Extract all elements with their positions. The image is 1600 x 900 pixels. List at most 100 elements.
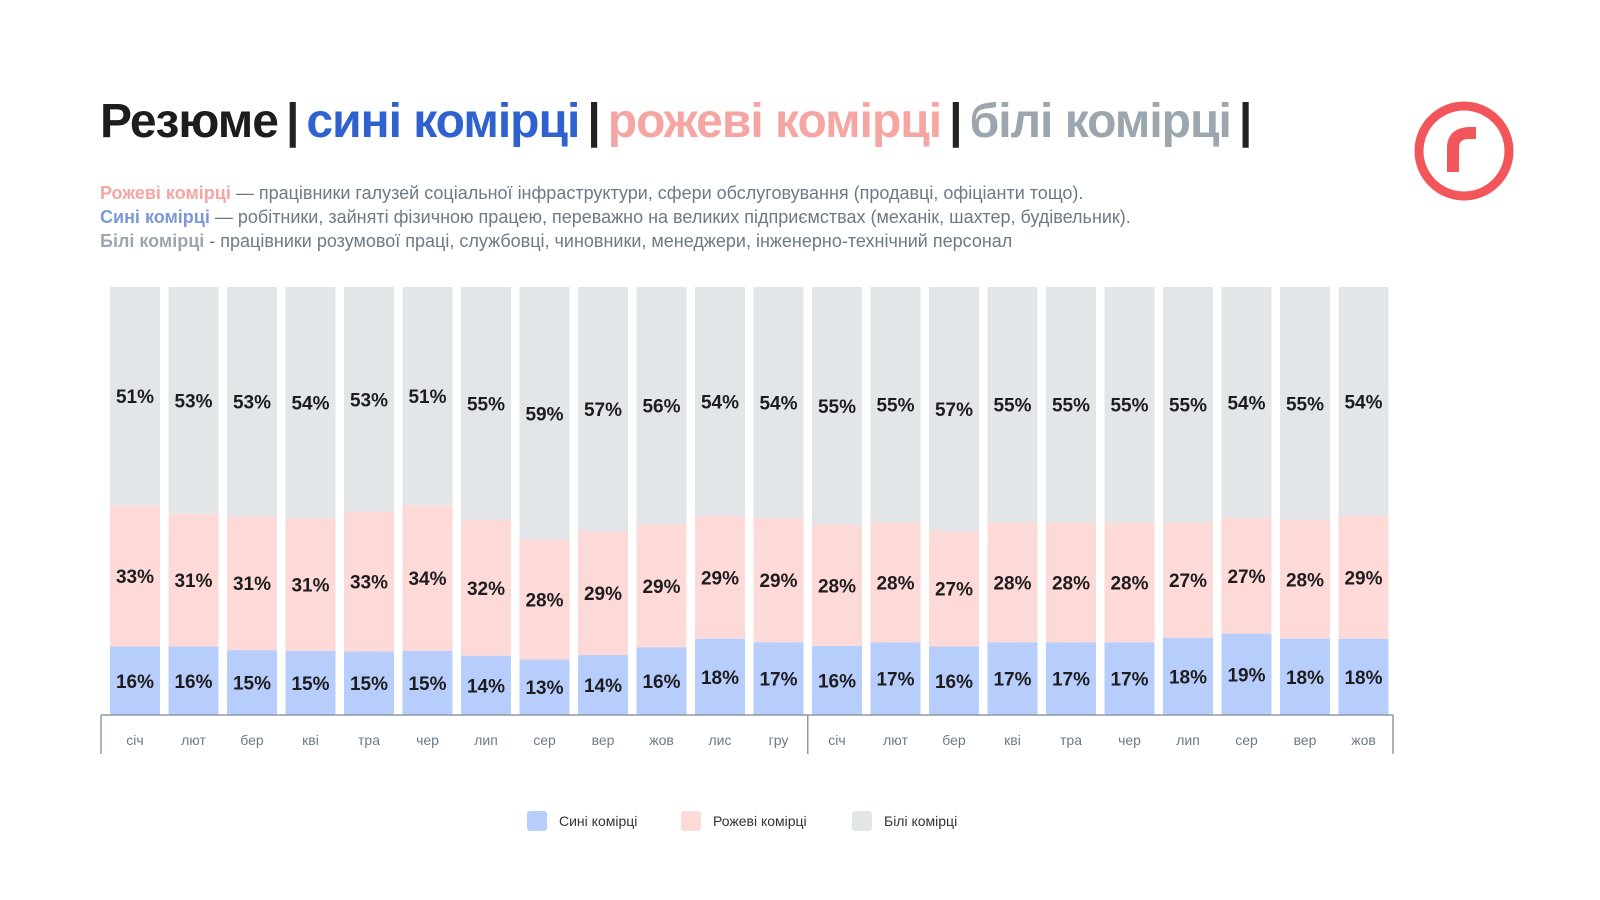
x-tick-label: вер bbox=[1294, 732, 1317, 748]
bar-segment-pink bbox=[168, 513, 219, 647]
bar-segment-pink bbox=[285, 518, 336, 651]
bar-label-pink: 32% bbox=[467, 579, 505, 600]
bar-label-blue: 17% bbox=[1052, 670, 1090, 691]
bar-label-blue: 15% bbox=[233, 674, 271, 695]
bar-label-white: 55% bbox=[1169, 396, 1207, 417]
bar-segment-pink bbox=[1221, 518, 1272, 634]
x-tick-label: кві bbox=[1004, 732, 1021, 748]
bar-label-white: 55% bbox=[818, 397, 856, 418]
x-tick-label: вер bbox=[592, 732, 615, 748]
bar-segment-blue bbox=[987, 642, 1038, 715]
bar-segment-blue bbox=[695, 638, 745, 715]
bar-label-blue: 18% bbox=[1286, 668, 1324, 689]
bar-label-white: 53% bbox=[233, 393, 271, 414]
legend: Сині комірці Рожеві комірці Білі комірці bbox=[0, 811, 1600, 833]
bar-segment-white bbox=[1046, 287, 1096, 523]
bar-label-white: 55% bbox=[876, 396, 914, 417]
bar-segment-white bbox=[870, 287, 921, 523]
bar-label-pink: 29% bbox=[642, 577, 680, 598]
bar-label-pink: 28% bbox=[1286, 570, 1324, 591]
bar-label-blue: 15% bbox=[350, 674, 388, 695]
bar-segment-white bbox=[987, 287, 1038, 523]
title-separator: | bbox=[1238, 95, 1252, 148]
bar-segment-white bbox=[227, 287, 277, 517]
bar-segment-white bbox=[168, 287, 219, 514]
title-blue-collars: сині комірці bbox=[306, 95, 580, 148]
bar-label-blue: 13% bbox=[525, 678, 563, 699]
bar-label-blue: 16% bbox=[818, 671, 856, 692]
bar-label-white: 51% bbox=[408, 387, 446, 408]
bar-segment-blue bbox=[1163, 637, 1213, 715]
bar-label-pink: 28% bbox=[876, 573, 914, 594]
bar-segment-pink bbox=[636, 524, 687, 648]
bar-segment-blue bbox=[110, 646, 160, 715]
x-tick-label: лют bbox=[883, 732, 908, 748]
bar-segment-white bbox=[636, 287, 687, 525]
bar-segment-blue bbox=[1221, 633, 1272, 715]
definition-white-key: Білі комірці bbox=[100, 231, 205, 251]
x-tick-label: гру bbox=[769, 732, 789, 748]
x-tick-label: тра bbox=[1060, 732, 1082, 748]
bar-label-blue: 16% bbox=[642, 672, 680, 693]
bar-label-pink: 33% bbox=[116, 567, 154, 588]
bar-label-blue: 17% bbox=[1110, 670, 1148, 691]
r-logo-icon bbox=[1414, 101, 1514, 201]
bar-segment-blue bbox=[402, 650, 453, 715]
bar-segment-pink bbox=[695, 515, 745, 639]
bar-label-white: 53% bbox=[350, 390, 388, 411]
bar-segment-blue bbox=[578, 655, 628, 715]
bar-label-white: 54% bbox=[701, 392, 739, 413]
x-tick-label: січ bbox=[126, 732, 143, 748]
x-tick-label: жов bbox=[649, 732, 674, 748]
bar-label-blue: 14% bbox=[467, 676, 505, 697]
bar-segment-white bbox=[110, 287, 160, 506]
bar-label-white: 59% bbox=[525, 404, 563, 425]
bar-segment-blue bbox=[168, 646, 219, 715]
bar-segment-white bbox=[1338, 287, 1389, 516]
bar-segment-pink bbox=[402, 505, 453, 651]
bar-label-white: 54% bbox=[1344, 392, 1382, 413]
bar-label-blue: 16% bbox=[935, 672, 973, 693]
x-tick-label: січ bbox=[828, 732, 845, 748]
bar-label-white: 56% bbox=[642, 397, 680, 418]
legend-label-blue: Сині комірці bbox=[559, 813, 638, 829]
bar-segment-blue bbox=[344, 651, 394, 715]
bar-segment-blue bbox=[636, 647, 687, 715]
bar-segment-white bbox=[402, 287, 453, 506]
bar-segment-pink bbox=[1046, 522, 1096, 643]
bar-label-white: 51% bbox=[116, 387, 154, 408]
bar-label-pink: 28% bbox=[1110, 573, 1148, 594]
x-tick-label: жов bbox=[1351, 732, 1376, 748]
bar-label-white: 54% bbox=[291, 394, 329, 415]
bar-label-pink: 34% bbox=[408, 569, 446, 590]
x-tick-label: бер bbox=[942, 732, 966, 748]
definition-blue: Сині комірці — робітники, зайняті фізичн… bbox=[100, 205, 1131, 229]
bar-label-pink: 27% bbox=[935, 580, 973, 601]
bar-segment-blue bbox=[519, 659, 570, 715]
bar-label-blue: 17% bbox=[993, 670, 1031, 691]
bar-segment-white bbox=[519, 287, 570, 540]
x-tick-label: чер bbox=[1118, 732, 1141, 748]
bar-segment-white bbox=[695, 287, 745, 516]
x-tick-label: лип bbox=[474, 732, 498, 748]
bar-label-pink: 27% bbox=[1227, 567, 1265, 588]
stacked-bar-chart: 16% 33% 51% січ 16% 31% 53% лют 15% 31% 53% бер 15% 3… bbox=[100, 287, 1394, 754]
bar-segment-white bbox=[929, 287, 979, 531]
legend-swatch-white bbox=[852, 811, 872, 831]
bar-label-white: 53% bbox=[174, 391, 212, 412]
bar-segment-blue bbox=[285, 650, 336, 715]
bar-label-white: 54% bbox=[1227, 394, 1265, 415]
bar-segment-blue bbox=[870, 642, 921, 715]
bar-label-pink: 31% bbox=[174, 571, 212, 592]
title-separator: | bbox=[949, 95, 962, 148]
definition-pink-text: — працівники галузей соціальної інфрастр… bbox=[230, 183, 1084, 203]
title-pink-collars: рожеві комірці bbox=[607, 95, 942, 148]
bar-segment-blue bbox=[1104, 642, 1155, 715]
bar-segment-pink bbox=[1163, 522, 1213, 638]
legend-item-blue: Сині комірці bbox=[527, 811, 637, 831]
definition-pink: Рожеві комірці — працівники галузей соці… bbox=[100, 181, 1131, 205]
bar-segment-white bbox=[812, 287, 862, 525]
definition-pink-key: Рожеві комірці bbox=[100, 183, 231, 203]
legend-label-pink: Рожеві комірці bbox=[713, 813, 807, 829]
bar-segment-pink bbox=[987, 522, 1038, 643]
